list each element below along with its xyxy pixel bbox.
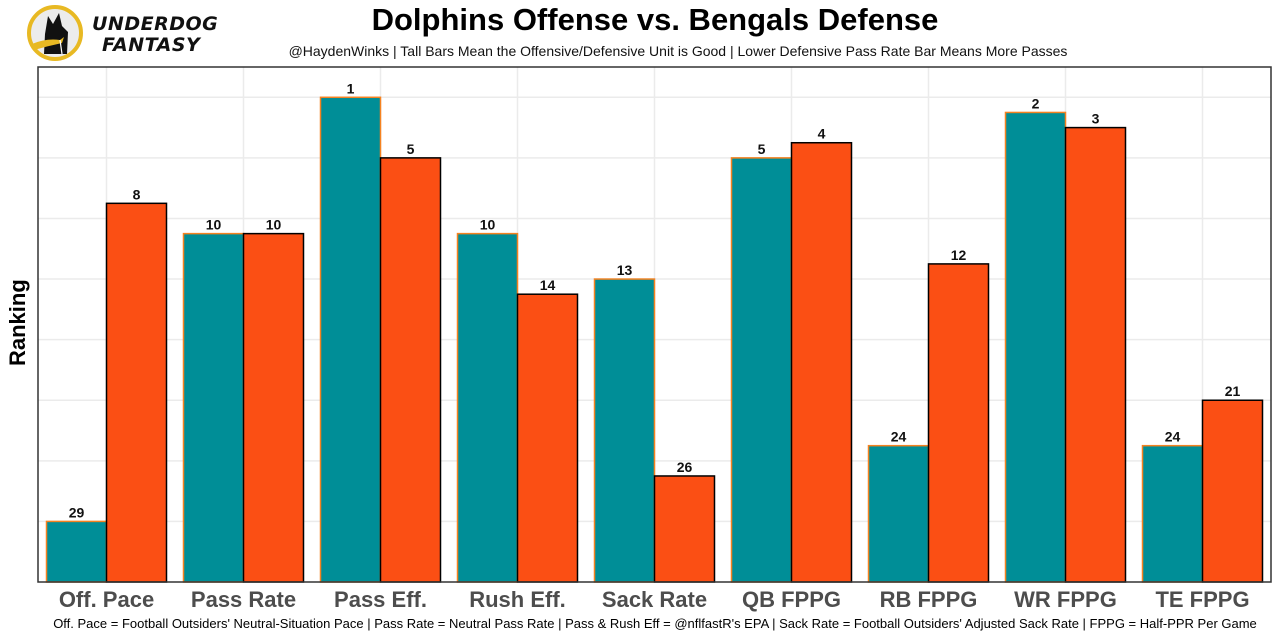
x-tick-labels: Off. Pace Pass Rate Pass Eff. Rush Eff. Sack… [59,587,1250,612]
bar-value-label: 14 [540,277,556,293]
bar-value-label: 10 [206,217,222,233]
bar-value-label: 13 [617,262,633,278]
bar-value-label: 10 [266,217,282,233]
bengals-defense-bar [105,202,168,583]
bar-value-label: 29 [69,504,85,520]
bengals-defense-bar [1064,126,1127,583]
dolphins-offense-bar [45,520,108,583]
bar-value-label: 21 [1225,383,1241,399]
bengals-defense-bar [1201,399,1264,583]
bar-value-label: 24 [891,429,907,445]
bar-value-label: 1 [347,80,355,96]
bar-value-label: 5 [758,141,766,157]
x-tick-label: Rush Eff. [469,587,566,612]
dolphins-offense-bar [867,444,930,583]
plot-panel-border [37,66,1272,583]
dolphins-offense-bar [1004,111,1067,583]
bengals-defense-bar [516,293,579,583]
logo-line-1: UNDERDOG [92,13,219,35]
chart-title: Dolphins Offense vs. Bengals Defense [371,2,939,37]
dolphins-offense-bar [1141,444,1204,583]
x-tick-label: WR FPPG [1014,587,1117,612]
x-tick-label: TE FPPG [1155,587,1249,612]
bar-value-label: 24 [1165,429,1181,445]
bar-value-label: 12 [951,247,967,263]
chart-subtitle: @HaydenWinks | Tall Bars Mean the Offens… [288,43,1068,59]
x-tick-label: Pass Eff. [334,587,427,612]
dolphins-offense-bar [319,96,382,583]
bar-value-label: 26 [677,459,693,475]
bar-value-label: 4 [818,126,826,142]
bar-value-label: 10 [480,217,496,233]
bengals-defense-bar [653,475,716,583]
bengals-defense-bar [927,263,990,583]
x-tick-label: RB FPPG [880,587,978,612]
bar-value-label: 8 [133,186,141,202]
x-tick-label: QB FPPG [742,587,841,612]
dolphins-offense-bar [182,232,245,583]
x-tick-label: Pass Rate [191,587,296,612]
dolphins-offense-bar [730,157,793,583]
chart-caption: Off. Pace = Football Outsiders' Neutral-… [53,616,1257,631]
bengals-defense-bar [379,157,442,583]
logo-wordmark: UNDERDOG FANTASY [92,14,218,56]
bengals-defense-bar [790,141,853,583]
x-tick-label: Sack Rate [602,587,707,612]
bar-value-label: 5 [407,141,415,157]
dolphins-offense-bar [456,232,519,583]
bars [45,96,1264,583]
bar-labels: 29 8 10 10 1 5 10 14 13 26 5 4 24 12 2 3 24 21 [69,80,1241,520]
bar-value-label: 3 [1092,111,1100,127]
logo-line-2: FANTASY [102,34,201,56]
underdog-fantasy-logo: UNDERDOG FANTASY [26,4,226,62]
bengals-defense-bar [242,232,305,583]
dog-logo-icon [27,5,83,61]
x-tick-label: Off. Pace [59,587,154,612]
bar-value-label: 2 [1032,95,1040,111]
dolphins-offense-bar [593,278,656,583]
